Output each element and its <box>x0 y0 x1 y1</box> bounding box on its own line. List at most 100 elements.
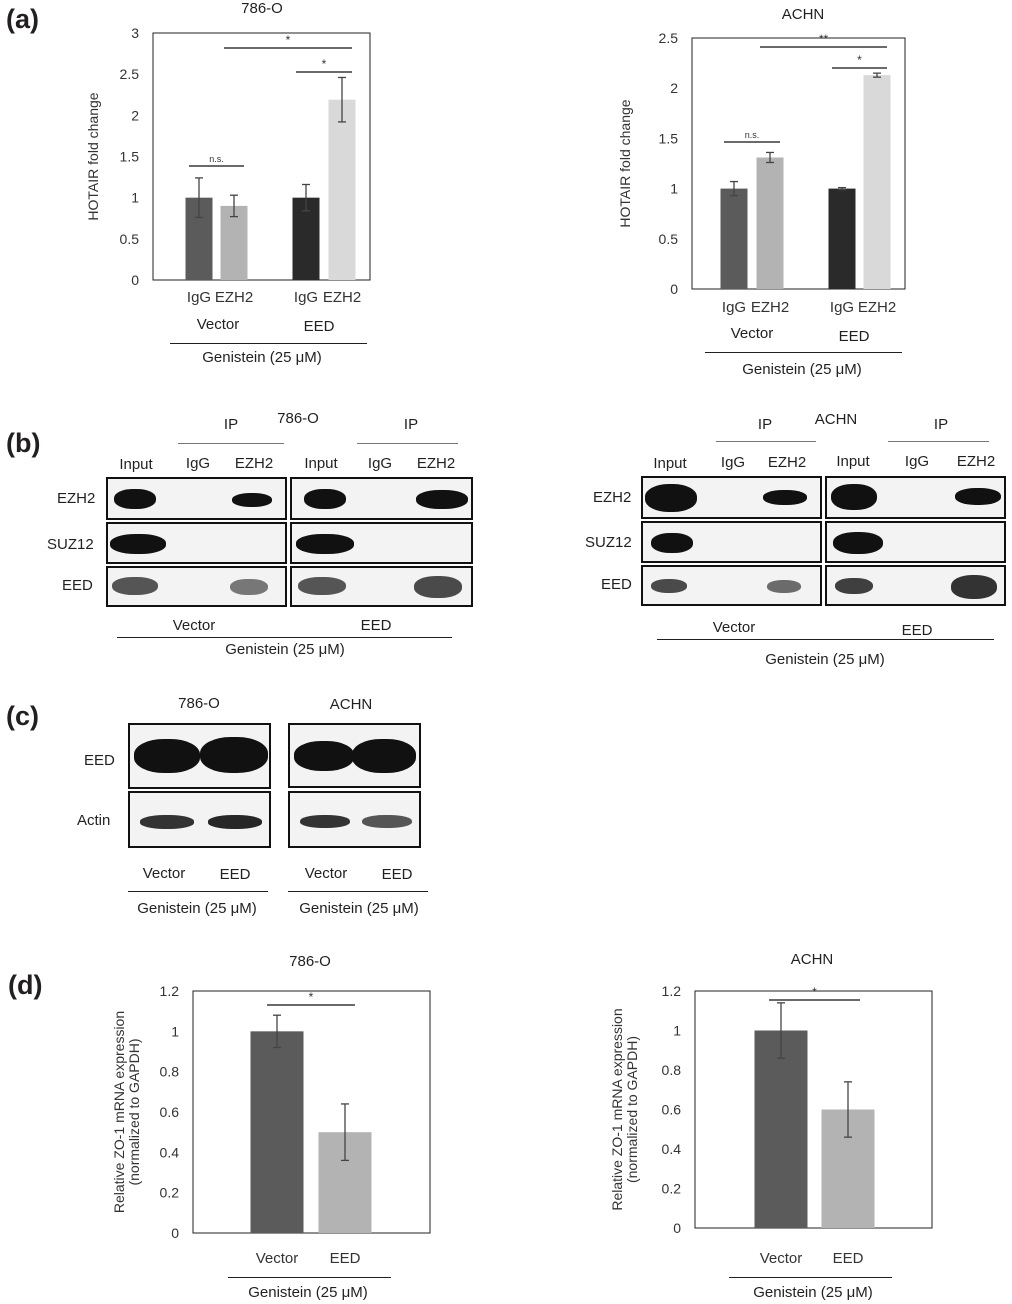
ip-label: IP <box>933 416 949 433</box>
band <box>140 815 194 829</box>
plot-frame <box>192 990 431 1234</box>
band <box>414 576 462 598</box>
bar <box>220 205 248 280</box>
chart-title: 786-O <box>289 953 331 970</box>
ip-line <box>178 443 284 444</box>
x-tick-label: IgG <box>187 289 211 306</box>
plot-frame <box>694 990 933 1229</box>
treatment-label: Genistein (25 μM) <box>225 641 345 658</box>
band <box>951 575 997 599</box>
lane-igg: IgG <box>904 453 930 470</box>
blot-strip-actin <box>288 791 421 848</box>
band <box>294 741 354 771</box>
significance-label: ** <box>819 32 829 46</box>
y-tick-label: 2.5 <box>120 66 140 82</box>
panel-label-a: (a) <box>6 4 39 34</box>
y-axis-label: HOTAIR fold change <box>85 92 101 220</box>
y-tick-label: 0 <box>171 1225 179 1241</box>
y-tick-label: 0 <box>673 1220 681 1236</box>
treatment-label: Genistein (25 μM) <box>765 651 885 668</box>
row-label-eed: EED <box>601 576 632 593</box>
y-tick-label: 0.2 <box>662 1181 682 1197</box>
y-tick-label: 2 <box>131 107 139 123</box>
y-tick-label: 0 <box>670 281 678 297</box>
y-tick-label: 0.6 <box>160 1104 180 1120</box>
band <box>208 815 262 829</box>
y-tick-label: 1 <box>131 190 139 206</box>
band <box>304 489 346 509</box>
lane-ezh2: EZH2 <box>416 455 456 472</box>
x-tick-label: EZH2 <box>858 299 896 316</box>
band <box>352 739 416 773</box>
cell-line-title: 786-O <box>277 410 319 427</box>
blot-strip-suz12 <box>641 521 822 563</box>
panel-label-b: (b) <box>6 428 41 458</box>
x-tick-label: EZH2 <box>215 289 253 306</box>
y-tick-label: 1 <box>673 1023 681 1039</box>
band <box>114 489 156 509</box>
row-label-ezh2: EZH2 <box>593 489 632 506</box>
x-tick-label: EZH2 <box>751 299 789 316</box>
lane-ezh2: EZH2 <box>234 455 274 472</box>
y-tick-label: 0.2 <box>160 1185 180 1201</box>
row-label-suz12: SUZ12 <box>585 534 632 551</box>
y-tick-label: 1 <box>670 181 678 197</box>
y-axis-label: (normalized to GAPDH) <box>126 1038 142 1185</box>
y-tick-label: 0.4 <box>160 1144 180 1160</box>
lane-input: Input <box>836 453 870 470</box>
treatment-line <box>128 891 268 892</box>
blot-strip-eed <box>106 566 287 607</box>
y-tick-label: 0.8 <box>662 1062 682 1078</box>
blot-strip-ezh2 <box>106 477 287 520</box>
x-tick-label: IgG <box>722 299 746 316</box>
group-label-eed: EED <box>838 328 870 345</box>
band <box>767 580 801 593</box>
significance-label: * <box>812 985 817 999</box>
ip-line <box>716 441 816 442</box>
bar <box>754 1030 808 1228</box>
chart-title: ACHN <box>790 951 834 968</box>
treatment-line <box>657 639 994 640</box>
ip-line <box>357 443 458 444</box>
group-label-vector: Vector <box>196 316 240 333</box>
y-tick-label: 1.2 <box>662 983 682 999</box>
band <box>763 490 807 505</box>
y-tick-label: 0.4 <box>662 1141 682 1157</box>
lane-input: Input <box>304 455 338 472</box>
lane-vector: Vector <box>142 865 186 882</box>
lane-igg: IgG <box>185 455 211 472</box>
blot-strip-ezh2 <box>641 476 822 519</box>
x-tick-label: Vector <box>256 1250 299 1267</box>
x-tick-label: EZH2 <box>323 289 361 306</box>
x-tick-label: EED <box>330 1250 361 1267</box>
panel-label-d: (d) <box>8 970 43 1000</box>
y-axis-label: (normalized to GAPDH) <box>624 1036 640 1183</box>
group-label-eed: EED <box>901 622 933 639</box>
y-tick-label: 0.5 <box>659 231 679 247</box>
treatment-line <box>117 637 452 638</box>
x-tick-label: IgG <box>294 289 318 306</box>
row-label-eed: EED <box>84 752 115 769</box>
plot-frame <box>691 37 906 290</box>
treatment-label: Genistein (25 μM) <box>248 1284 368 1301</box>
row-label-suz12: SUZ12 <box>47 536 94 553</box>
y-tick-label: 1.2 <box>160 983 180 999</box>
blot-strip-eed <box>288 723 421 788</box>
y-tick-label: 0.6 <box>662 1102 682 1118</box>
treatment-label: Genistein (25 μM) <box>742 361 862 378</box>
treatment-label: Genistein (25 μM) <box>202 349 322 366</box>
y-tick-label: 2 <box>670 80 678 96</box>
band <box>110 534 166 554</box>
y-axis-label: Relative ZO-1 mRNA expression <box>609 1008 625 1210</box>
y-axis-label: HOTAIR fold change <box>617 99 633 227</box>
bar <box>863 75 891 289</box>
y-axis-label: Relative ZO-1 mRNA expression <box>111 1011 127 1213</box>
group-label-eed: EED <box>360 617 392 634</box>
band <box>831 484 877 510</box>
treatment-line <box>705 352 902 353</box>
band <box>645 484 697 512</box>
band <box>835 578 873 594</box>
